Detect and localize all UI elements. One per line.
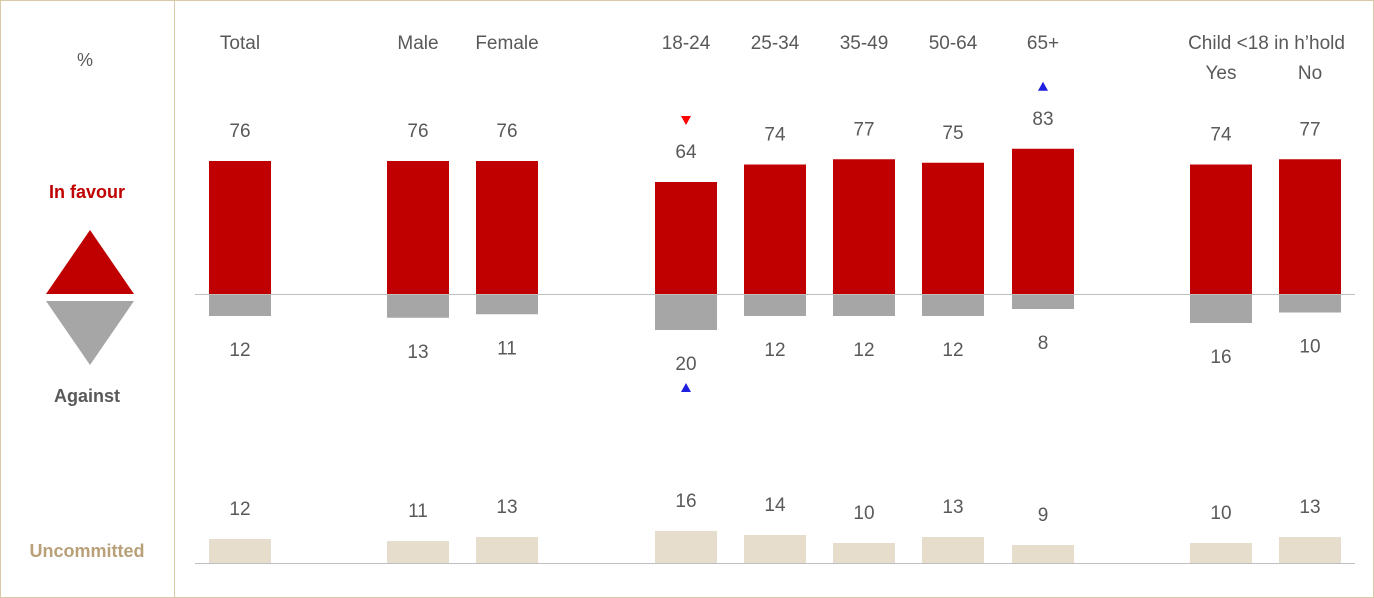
against-bar-18-24 bbox=[655, 295, 717, 330]
in-favour-bar-65 bbox=[1012, 148, 1074, 294]
uncommitted-value-25-34: 14 bbox=[764, 495, 786, 516]
against-value-yes: 16 bbox=[1210, 347, 1231, 368]
category-label-no: No bbox=[1298, 63, 1322, 84]
in-favour-bar-no bbox=[1279, 159, 1341, 294]
against-value-male: 13 bbox=[407, 342, 428, 363]
uncommitted-value-50-64: 13 bbox=[942, 497, 963, 518]
in-favour-triangle-icon bbox=[46, 230, 134, 294]
in-favour-value-18-24: 64 bbox=[675, 142, 697, 163]
against-value-18-24: 20 bbox=[675, 354, 696, 375]
category-label-25-34: 25-34 bbox=[751, 33, 800, 54]
against-bar-yes bbox=[1190, 295, 1252, 323]
in-favour-bar-18-24 bbox=[655, 182, 717, 294]
uncommitted-value-18-24: 16 bbox=[675, 491, 696, 512]
label-column-divider bbox=[174, 0, 175, 598]
in-favour-bar-male bbox=[387, 161, 449, 294]
in-favour-value-female: 76 bbox=[496, 121, 517, 142]
against-bar-65 bbox=[1012, 295, 1074, 309]
uncommitted-bar-25-34 bbox=[744, 535, 806, 563]
in-favour-bar-25-34 bbox=[744, 164, 806, 294]
uncommitted-bar-female bbox=[476, 537, 538, 563]
in-favour-value-25-34: 74 bbox=[764, 125, 786, 146]
category-label-35-49: 35-49 bbox=[840, 33, 889, 54]
against-value-25-34: 12 bbox=[764, 340, 785, 361]
in-favour-value-total: 76 bbox=[229, 121, 250, 142]
in-favour-value-35-49: 77 bbox=[853, 119, 874, 140]
in-favour-value-50-64: 75 bbox=[942, 123, 963, 144]
against-value-total: 12 bbox=[229, 340, 250, 361]
against-value-35-49: 12 bbox=[853, 340, 874, 361]
against-value-50-64: 12 bbox=[942, 340, 963, 361]
category-label-50-64: 50-64 bbox=[929, 33, 978, 54]
in-favour-bar-female bbox=[476, 161, 538, 294]
uncommitted-bar-65 bbox=[1012, 545, 1074, 563]
in-favour-bar-35-49 bbox=[833, 159, 895, 294]
against-bar-total bbox=[209, 295, 271, 316]
in-favour-bar-50-64 bbox=[922, 162, 984, 294]
against-triangle-icon bbox=[46, 301, 134, 365]
uncommitted-bar-50-64 bbox=[922, 537, 984, 563]
significance-down-arrow-icon-18-24-in-favour bbox=[681, 116, 691, 125]
category-label-male: Male bbox=[397, 33, 438, 54]
uncommitted-value-yes: 10 bbox=[1210, 503, 1231, 524]
category-label-total: Total bbox=[220, 33, 260, 54]
category-label-yes: Yes bbox=[1206, 63, 1237, 84]
in-favour-value-male: 76 bbox=[407, 121, 428, 142]
uncommitted-value-male: 11 bbox=[408, 501, 428, 522]
uncommitted-bar-35-49 bbox=[833, 543, 895, 563]
significance-up-arrow-icon-65-in-favour bbox=[1038, 81, 1048, 91]
uncommitted-value-65: 9 bbox=[1038, 505, 1049, 526]
in-favour-label: In favour bbox=[48, 182, 125, 202]
uncommitted-value-no: 13 bbox=[1299, 497, 1320, 518]
against-bar-50-64 bbox=[922, 295, 984, 316]
against-bar-25-34 bbox=[744, 295, 806, 316]
against-bar-male bbox=[387, 295, 449, 318]
in-favour-value-65: 83 bbox=[1032, 109, 1053, 130]
uncommitted-bar-18-24 bbox=[655, 531, 717, 563]
uncommitted-bar-yes bbox=[1190, 543, 1252, 563]
in-favour-bar-yes bbox=[1190, 164, 1252, 294]
in-favour-bar-total bbox=[209, 161, 271, 294]
category-label-female: Female bbox=[475, 33, 538, 54]
category-label-65: 65+ bbox=[1027, 33, 1059, 54]
uncommitted-value-female: 13 bbox=[496, 497, 517, 518]
against-value-female: 11 bbox=[497, 338, 517, 359]
percent-label: % bbox=[76, 50, 93, 70]
against-value-65: 8 bbox=[1038, 333, 1049, 354]
against-bar-no bbox=[1279, 295, 1341, 313]
in-favour-value-no: 77 bbox=[1299, 119, 1320, 140]
uncommitted-bar-male bbox=[387, 541, 449, 563]
against-bar-35-49 bbox=[833, 295, 895, 316]
in-favour-value-yes: 74 bbox=[1210, 125, 1232, 146]
uncommitted-label: Uncommitted bbox=[29, 541, 145, 561]
against-label: Against bbox=[53, 386, 120, 406]
uncommitted-value-total: 12 bbox=[229, 499, 250, 520]
against-bar-female bbox=[476, 295, 538, 315]
uncommitted-bar-no bbox=[1279, 537, 1341, 563]
group-label-child-18-in-h-hold: Child <18 in h’hold bbox=[1188, 33, 1345, 54]
uncommitted-value-35-49: 10 bbox=[853, 503, 874, 524]
category-label-18-24: 18-24 bbox=[662, 33, 711, 54]
uncommitted-bar-total bbox=[209, 539, 271, 563]
against-value-no: 10 bbox=[1299, 337, 1320, 358]
significance-up-arrow-icon-18-24-against bbox=[681, 383, 691, 392]
